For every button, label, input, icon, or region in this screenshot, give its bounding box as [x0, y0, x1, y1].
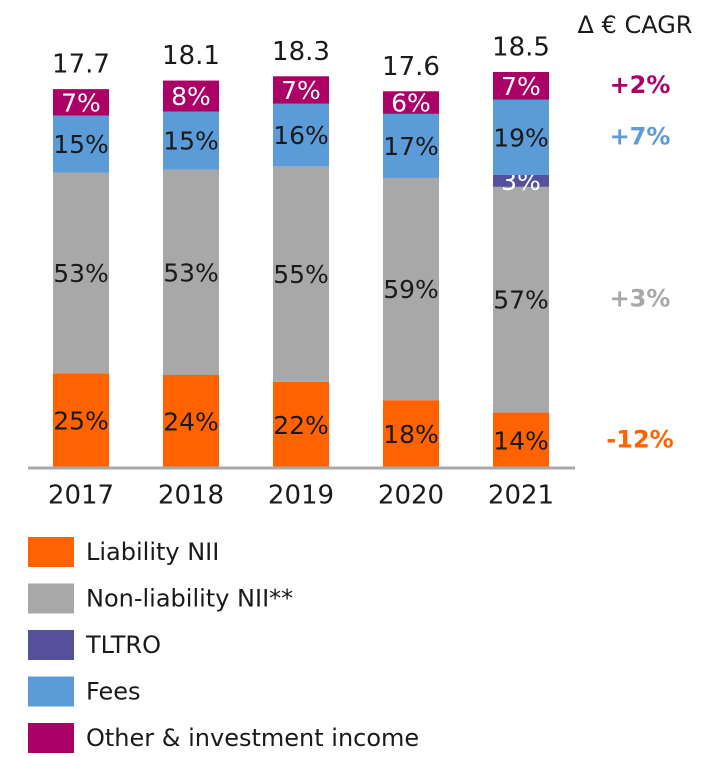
legend-swatch	[28, 676, 74, 707]
legend-label: Fees	[86, 678, 141, 706]
segment-label: 15%	[53, 130, 109, 159]
legend-swatch	[28, 537, 74, 567]
bar-segment	[273, 381, 329, 468]
total-label: 17.7	[52, 50, 110, 80]
segment-label: 6%	[391, 89, 431, 118]
bar-segment	[53, 89, 109, 116]
legend-label: Other & investment income	[86, 724, 419, 752]
bar-segment	[383, 113, 439, 178]
bar-segment	[383, 177, 439, 401]
bar-segment	[163, 80, 219, 112]
bar-segment	[53, 172, 109, 374]
bar-segment	[493, 186, 549, 413]
x-tick-label: 2018	[158, 481, 224, 511]
bar-segment	[273, 76, 329, 104]
legend-swatch	[28, 723, 74, 753]
segment-label: 15%	[163, 127, 219, 156]
total-label: 18.3	[272, 37, 330, 67]
segment-label: 17%	[383, 132, 439, 161]
segment-label: 7%	[61, 88, 101, 117]
bar-segment	[383, 400, 439, 468]
bar-segment	[163, 375, 219, 468]
segment-label: 53%	[53, 259, 109, 288]
total-label: 18.5	[492, 33, 550, 63]
legend-label: TLTRO	[85, 631, 161, 659]
segment-label: 59%	[383, 275, 439, 304]
segment-label: 57%	[493, 286, 549, 315]
bar-segment	[163, 169, 219, 376]
segment-label: 16%	[273, 121, 329, 150]
segment-label: 55%	[273, 260, 329, 289]
bar-segment	[493, 72, 549, 100]
legend-swatch	[28, 583, 74, 614]
cagr-label: -12%	[606, 425, 673, 453]
cagr-label: +2%	[610, 71, 671, 99]
bar-segment	[163, 111, 219, 170]
cagr-title: Δ € CAGR	[578, 11, 693, 39]
legend-label: Non-liability NII**	[86, 585, 293, 613]
total-label: 18.1	[162, 41, 220, 71]
bar-segment	[383, 91, 439, 114]
x-tick-label: 2019	[268, 481, 334, 511]
segment-label: 8%	[171, 82, 211, 111]
segment-label: 7%	[501, 72, 541, 101]
segment-label: 24%	[163, 408, 219, 437]
legend-label: Liability NII	[86, 538, 219, 566]
cagr-label: +7%	[610, 122, 671, 150]
bar-segment	[53, 373, 109, 468]
segment-label: 14%	[493, 426, 549, 455]
segment-label: 7%	[281, 76, 321, 105]
x-tick-label: 2017	[48, 481, 114, 511]
segment-label: 53%	[163, 258, 219, 287]
segment-label: 19%	[493, 123, 549, 152]
segment-label: 18%	[383, 420, 439, 449]
segment-label: 22%	[273, 411, 329, 440]
x-tick-label: 2021	[488, 481, 554, 511]
bar-segment	[493, 99, 549, 175]
total-label: 17.6	[382, 52, 440, 82]
bar-segment	[273, 166, 329, 382]
cagr-label: +3%	[610, 285, 671, 313]
x-tick-label: 2020	[378, 481, 444, 511]
bar-segment	[493, 412, 549, 468]
legend-swatch	[28, 630, 74, 660]
segment-label: 25%	[53, 407, 109, 436]
bar-segment	[273, 103, 329, 167]
bar-segment	[53, 115, 109, 173]
bar-segment	[493, 174, 549, 187]
